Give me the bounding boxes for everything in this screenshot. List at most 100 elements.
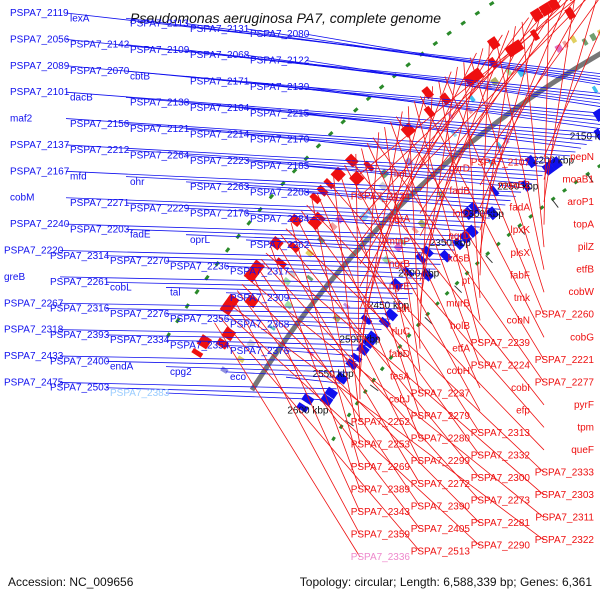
leader-line-reverse xyxy=(372,137,545,383)
ruler-dot xyxy=(446,30,452,36)
leader-line-reverse xyxy=(214,322,361,558)
reverse-gene-label: tesA xyxy=(390,372,410,383)
ruler-tick xyxy=(517,226,526,235)
ruler-dot xyxy=(464,270,470,276)
cog-category-box xyxy=(487,159,494,167)
leader-line-reverse xyxy=(479,0,599,163)
ruler-dot xyxy=(444,290,450,296)
cog-category-box xyxy=(591,85,599,94)
reverse-gene-label: etfA xyxy=(452,344,470,355)
cds-reverse xyxy=(421,86,435,100)
forward-gene-label: PSPA7_2284 xyxy=(250,214,310,225)
leader-line-reverse xyxy=(333,176,361,422)
cds-forward xyxy=(296,402,309,413)
forward-gene-label: PSPA7_2185 xyxy=(250,161,310,172)
reverse-gene-label: PSPA7_2390 xyxy=(411,501,471,512)
cds-forward xyxy=(402,266,414,278)
forward-gene-label: PSPA7_2109 xyxy=(130,45,190,56)
forward-gene-label: PSPA7_2215 xyxy=(250,108,310,119)
cds-forward xyxy=(461,206,475,221)
reverse-gene-label: cobH xyxy=(447,366,470,377)
ruler-label: 2350 kbp xyxy=(430,238,472,249)
leader-line-reverse xyxy=(479,26,516,253)
leader-line-reverse xyxy=(444,76,545,315)
leader-line-forward xyxy=(185,181,511,202)
forward-gene-label: PSPA7_2318 xyxy=(4,325,64,336)
ruler-label: 2150 kbp xyxy=(570,131,600,142)
leader-line-reverse xyxy=(419,13,536,237)
ruler-dot xyxy=(204,274,210,281)
forward-gene-label: PSPA7_2368 xyxy=(230,319,290,330)
ruler-dot xyxy=(539,205,545,210)
forward-gene-label: PSPA7_2170 xyxy=(250,135,310,146)
cds-forward xyxy=(420,268,434,282)
leader-line-reverse xyxy=(413,101,481,344)
forward-gene-label: fadE xyxy=(130,230,151,241)
leader-line-forward xyxy=(245,213,480,228)
reverse-gene-label: PSPA7_2279 xyxy=(411,411,471,422)
ruler-dot xyxy=(379,366,385,372)
ruler-dot xyxy=(291,168,298,174)
forward-gene-label: PSPA7_2316 xyxy=(50,304,110,315)
leader-line-forward xyxy=(105,360,353,368)
reverse-gene-label: PSPA7_2280 xyxy=(411,434,471,445)
forward-gene-label: PSPA7_2264 xyxy=(130,151,190,162)
reverse-gene-label: PSPA7_2273 xyxy=(471,496,531,507)
reverse-gene-label: pt xyxy=(462,276,471,287)
map-title: Pseudomonas aeruginosa PA7, complete gen… xyxy=(130,10,442,26)
cds-reverse xyxy=(486,36,501,51)
reverse-gene-label: PSPA7_2300 xyxy=(471,473,531,484)
reverse-gene-label: PSPA7_2281 xyxy=(471,518,531,529)
reverse-gene-label: mtnP xyxy=(387,237,411,248)
cds-forward xyxy=(592,108,600,123)
reverse-gene-label: topA xyxy=(573,220,594,231)
leader-line-reverse xyxy=(396,116,545,361)
reverse-gene-label: moaB1 xyxy=(562,175,594,186)
cds-reverse xyxy=(221,326,237,342)
forward-gene-label: PSPA7_2317 xyxy=(230,267,290,278)
ruler-dot xyxy=(405,62,411,68)
reverse-gene-label: PSPA7_2336 xyxy=(351,552,411,563)
forward-gene-label: PSPA7_2171 xyxy=(190,77,250,88)
forward-gene-label: PSPA7_2240 xyxy=(10,219,70,230)
forward-gene-label: PSPA7_2089 xyxy=(10,61,70,72)
forward-gene-label: cpg2 xyxy=(170,367,192,378)
reverse-gene-label: PSPA7_2260 xyxy=(535,310,595,321)
ruler-dot xyxy=(214,260,220,267)
leader-line-reverse xyxy=(543,0,597,180)
accession-text: Accession: NC_009656 xyxy=(8,575,134,589)
leader-line-reverse xyxy=(246,277,545,518)
reverse-gene-label: etfB xyxy=(576,265,594,276)
forward-gene-label: PSPA7_2167 xyxy=(10,166,70,177)
reverse-gene-label: PSPA7_2311 xyxy=(535,513,594,524)
ruler-dot xyxy=(268,193,275,200)
reverse-gene-label: lolD xyxy=(453,208,470,219)
reverse-gene-label: PSPA7_2107 xyxy=(471,158,531,169)
reverse-gene-label: PSPA7_2333 xyxy=(535,467,595,478)
leader-line-reverse xyxy=(306,204,545,451)
reverse-gene-label: PSPA7_2134 xyxy=(351,191,411,202)
forward-gene-label: PSPA7_2334 xyxy=(110,335,170,346)
forward-gene-label: greB xyxy=(4,272,25,283)
forward-gene-label: PSPA7_2376 xyxy=(230,346,290,357)
forward-gene-label: PSPA7_2309 xyxy=(230,293,290,304)
leader-line-reverse xyxy=(301,210,481,456)
leader-line-reverse xyxy=(420,95,545,338)
genome-summary: Topology: circular; Length: 6,588,339 bp… xyxy=(299,575,592,589)
reverse-gene-label: ngrB xyxy=(389,259,410,270)
forward-gene-label: lexA xyxy=(70,13,90,24)
forward-gene-label: PSPA7_2176 xyxy=(190,209,250,220)
leader-line-forward xyxy=(59,276,422,285)
reverse-gene-label: cobW xyxy=(568,287,594,298)
ruler-dot xyxy=(415,322,421,328)
forward-gene-label: PSPA7_2393 xyxy=(50,330,110,341)
forward-gene-label: mfd xyxy=(70,172,87,183)
forward-gene-label: PSPA7_2383 xyxy=(110,388,170,399)
reverse-gene-label: PSPA7_2269 xyxy=(351,462,411,473)
forward-gene-label: PSPA7_2121 xyxy=(130,124,190,135)
reverse-gene-label: moaE2 xyxy=(498,180,530,191)
forward-gene-label: oprL xyxy=(190,235,210,246)
cds-reverse xyxy=(269,235,284,251)
reverse-gene-label: fadA xyxy=(509,203,530,214)
